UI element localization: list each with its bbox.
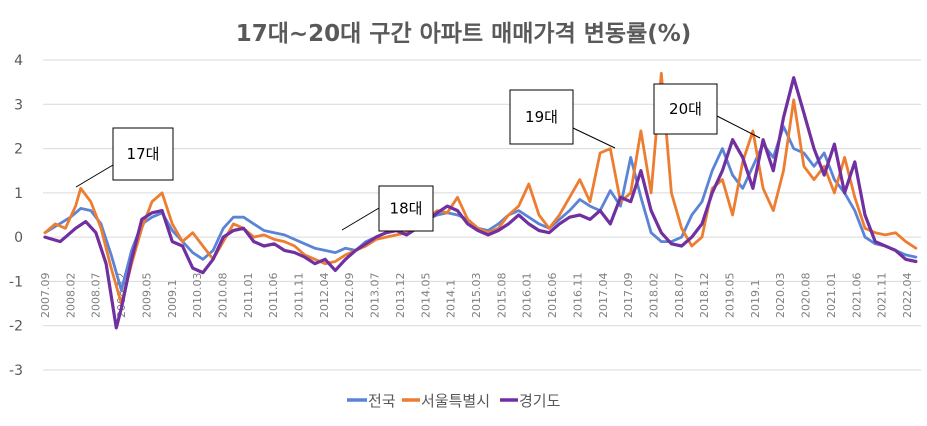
x-tick-label: 2021.11 <box>876 273 889 319</box>
callout-label: 17대 <box>127 145 160 163</box>
callout-label: 18대 <box>390 200 423 218</box>
x-tick-label: 2015.03 <box>470 273 483 319</box>
x-tick-label: 2018.12 <box>698 273 711 319</box>
callout-leader-line <box>341 207 380 231</box>
x-tick-label: 2009.05 <box>140 273 153 319</box>
x-tick-label: 2018.02 <box>647 273 660 319</box>
x-tick-label: 2016.06 <box>546 273 559 319</box>
x-tick-label: 2021.01 <box>825 273 838 319</box>
y-tick-label: 3 <box>14 97 23 113</box>
x-tick-label: 2013.12 <box>394 273 407 319</box>
x-tick-label: 2015.08 <box>495 273 508 318</box>
y-tick-label: 1 <box>14 186 23 202</box>
x-tick-label: 2013.07 <box>369 273 382 319</box>
callout-label: 20대 <box>669 100 702 118</box>
x-tick-label: 2019.05 <box>724 273 737 319</box>
x-tick-label: 2019.1 <box>749 280 762 319</box>
x-tick-label: 2012.09 <box>343 273 356 319</box>
x-tick-label: 2020.08 <box>800 273 813 319</box>
y-tick-label: -3 <box>9 363 23 379</box>
callout-box <box>112 127 174 181</box>
x-tick-label: 2008.07 <box>90 273 103 319</box>
x-tick-label: 2017.04 <box>597 273 610 319</box>
x-tick-label: 2012.04 <box>318 273 331 319</box>
callout-label: 19대 <box>525 108 558 126</box>
callout-box <box>378 185 434 232</box>
callout-leader-line <box>716 115 761 139</box>
x-tick-label: 2016.01 <box>521 273 534 319</box>
series-line-2 <box>43 71 918 305</box>
y-tick-label: 2 <box>14 142 23 158</box>
x-tick-label: 2016.11 <box>571 273 584 319</box>
x-tick-label: 2014.1 <box>445 280 458 319</box>
x-tick-label: 2011.06 <box>267 273 280 319</box>
series-lines <box>43 71 918 330</box>
x-tick-label: 2021.06 <box>850 273 863 319</box>
legend-label-1: 전국 <box>368 392 396 410</box>
x-tick-label: 2011.01 <box>242 273 255 319</box>
x-tick-label: 2022.04 <box>901 273 914 319</box>
x-tick-label: 2020.03 <box>774 273 787 319</box>
series-line-3 <box>43 76 918 330</box>
grid-lines <box>43 59 921 371</box>
x-tick-label: 2018.07 <box>673 273 686 319</box>
x-tick-label: 2008.02 <box>64 273 77 319</box>
callout-leader-line <box>75 164 114 188</box>
chart-title: 17대~20대 구간 아파트 매매가격 변동률(%) <box>235 21 692 47</box>
y-tick-label: -2 <box>9 319 23 335</box>
series-line-1 <box>43 125 918 292</box>
x-tick-label: 2014.05 <box>419 273 432 319</box>
x-tick-label: 2017.09 <box>622 273 635 319</box>
legend-label-2: 서울특별시 <box>421 392 490 410</box>
y-axis: 4 3 2 1 0 -1 -2 -3 <box>9 53 23 379</box>
callout-box <box>509 89 574 145</box>
callout-leader-line <box>572 127 616 149</box>
x-tick-label: 2007.09 <box>39 273 52 319</box>
callouts: 17대 18대 19대 20대 <box>75 83 761 232</box>
x-tick-label: 2010.08 <box>216 273 229 319</box>
y-tick-label: -1 <box>9 274 23 290</box>
y-tick-label: 0 <box>14 230 23 246</box>
legend: 전국 서울특별시 경기도 <box>347 392 561 410</box>
legend-label-3: 경기도 <box>519 392 561 410</box>
x-tick-label: 2010.03 <box>191 273 204 319</box>
callout-box <box>653 83 718 135</box>
x-tick-label: 2011.11 <box>293 273 306 319</box>
x-tick-label: 2009.1 <box>166 280 179 319</box>
y-tick-label: 4 <box>14 53 23 69</box>
x-axis: 2007.09 2008.02 2008.07 2008.12 2009.05 2009.… <box>39 273 914 319</box>
